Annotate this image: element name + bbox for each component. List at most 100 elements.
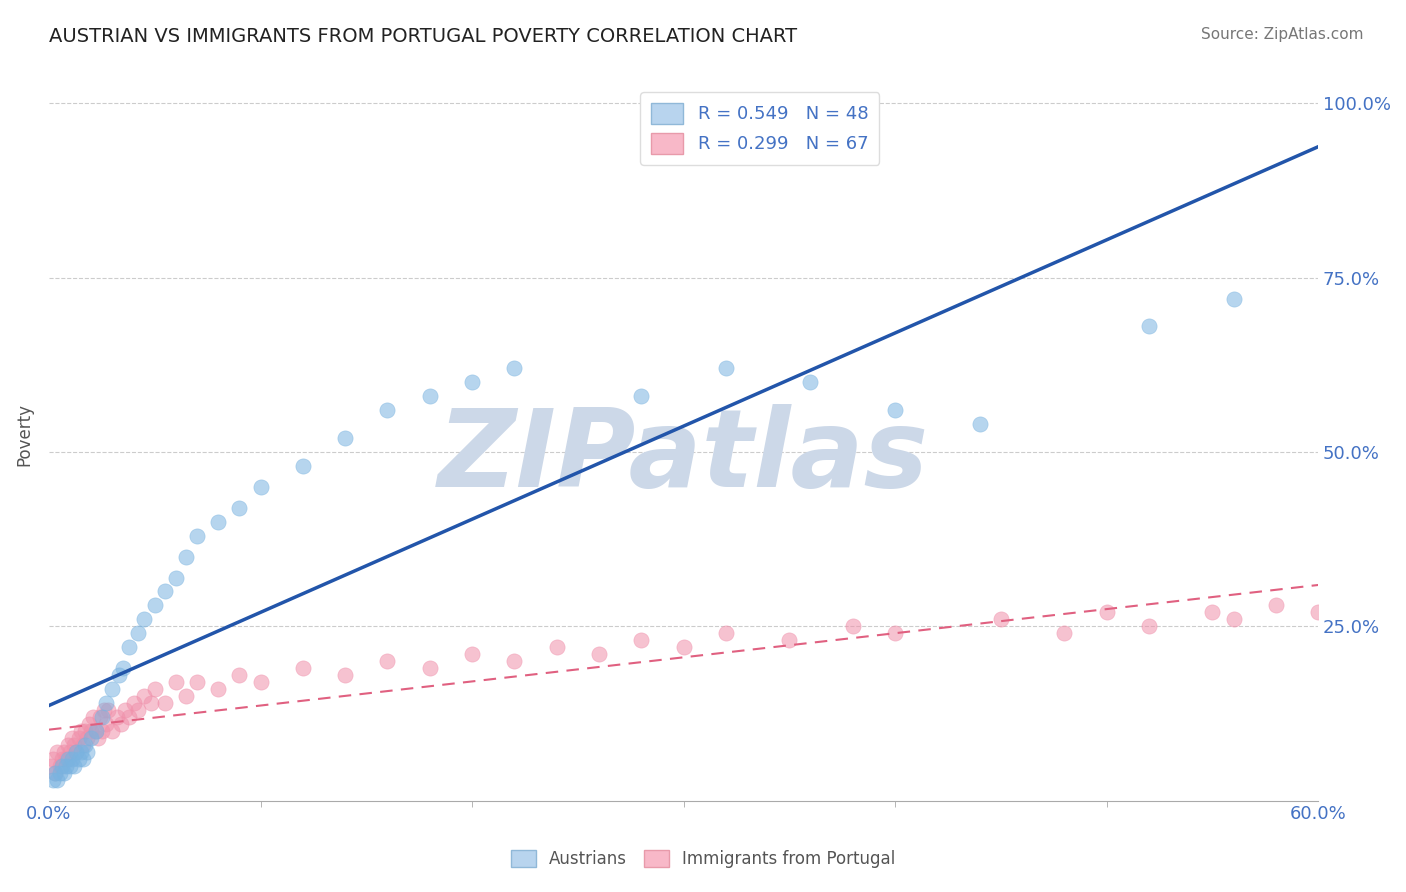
- Point: [48, 765, 70, 780]
- Point: [84, 723, 107, 738]
- Point: [110, 717, 132, 731]
- Point: [333, 431, 356, 445]
- Point: [59, 758, 82, 772]
- Point: [90, 723, 112, 738]
- Point: [1308, 606, 1330, 620]
- Point: [186, 529, 208, 543]
- Point: [419, 389, 441, 403]
- Point: [65, 745, 87, 759]
- Point: [503, 654, 526, 668]
- Point: [60, 731, 83, 745]
- Point: [73, 723, 96, 738]
- Point: [461, 376, 484, 390]
- Point: [165, 675, 187, 690]
- Point: [46, 745, 69, 759]
- Point: [139, 696, 162, 710]
- Point: [799, 376, 821, 390]
- Point: [127, 703, 149, 717]
- Point: [1201, 606, 1223, 620]
- Text: Source: ZipAtlas.com: Source: ZipAtlas.com: [1201, 27, 1364, 42]
- Legend: R = 0.549   N = 48, R = 0.299   N = 67: R = 0.549 N = 48, R = 0.299 N = 67: [640, 92, 879, 165]
- Point: [1222, 612, 1244, 626]
- Y-axis label: Poverty: Poverty: [15, 403, 32, 466]
- Point: [155, 584, 177, 599]
- Point: [97, 703, 120, 717]
- Point: [55, 758, 77, 772]
- Point: [127, 626, 149, 640]
- Point: [72, 738, 94, 752]
- Point: [51, 752, 73, 766]
- Point: [461, 647, 484, 661]
- Point: [77, 717, 100, 731]
- Point: [90, 710, 112, 724]
- Point: [1137, 319, 1160, 334]
- Point: [990, 612, 1012, 626]
- Point: [377, 403, 399, 417]
- Point: [101, 681, 124, 696]
- Point: [134, 689, 156, 703]
- Point: [84, 723, 107, 738]
- Point: [291, 661, 314, 675]
- Point: [59, 745, 82, 759]
- Point: [714, 626, 737, 640]
- Point: [546, 640, 568, 655]
- Point: [1222, 292, 1244, 306]
- Point: [186, 675, 208, 690]
- Point: [207, 515, 229, 529]
- Point: [122, 696, 145, 710]
- Point: [1053, 626, 1076, 640]
- Point: [67, 752, 90, 766]
- Point: [42, 752, 65, 766]
- Point: [176, 549, 198, 564]
- Point: [1264, 599, 1286, 613]
- Point: [55, 752, 77, 766]
- Point: [52, 745, 75, 759]
- Point: [107, 668, 129, 682]
- Point: [76, 731, 98, 745]
- Point: [118, 710, 141, 724]
- Point: [63, 738, 86, 752]
- Point: [228, 500, 250, 515]
- Point: [143, 599, 166, 613]
- Point: [72, 752, 94, 766]
- Point: [155, 696, 177, 710]
- Point: [42, 772, 65, 787]
- Point: [143, 681, 166, 696]
- Point: [672, 640, 695, 655]
- Point: [52, 765, 75, 780]
- Point: [105, 710, 128, 724]
- Point: [503, 361, 526, 376]
- Point: [249, 675, 271, 690]
- Point: [588, 647, 610, 661]
- Point: [82, 710, 104, 724]
- Point: [176, 689, 198, 703]
- Point: [249, 480, 271, 494]
- Point: [44, 765, 66, 780]
- Point: [46, 772, 69, 787]
- Point: [778, 633, 800, 648]
- Point: [114, 703, 136, 717]
- Point: [89, 710, 111, 724]
- Point: [80, 731, 103, 745]
- Point: [1137, 619, 1160, 633]
- Point: [73, 738, 96, 752]
- Point: [118, 640, 141, 655]
- Point: [94, 696, 117, 710]
- Point: [56, 738, 79, 752]
- Text: ZIPatlas: ZIPatlas: [439, 403, 929, 509]
- Point: [76, 745, 98, 759]
- Point: [1095, 606, 1118, 620]
- Point: [842, 619, 865, 633]
- Point: [93, 703, 115, 717]
- Point: [51, 758, 73, 772]
- Point: [630, 633, 652, 648]
- Point: [63, 758, 86, 772]
- Legend: Austrians, Immigrants from Portugal: Austrians, Immigrants from Portugal: [503, 843, 903, 875]
- Point: [377, 654, 399, 668]
- Point: [714, 361, 737, 376]
- Point: [884, 626, 907, 640]
- Point: [101, 723, 124, 738]
- Point: [69, 723, 91, 738]
- Point: [333, 668, 356, 682]
- Point: [291, 458, 314, 473]
